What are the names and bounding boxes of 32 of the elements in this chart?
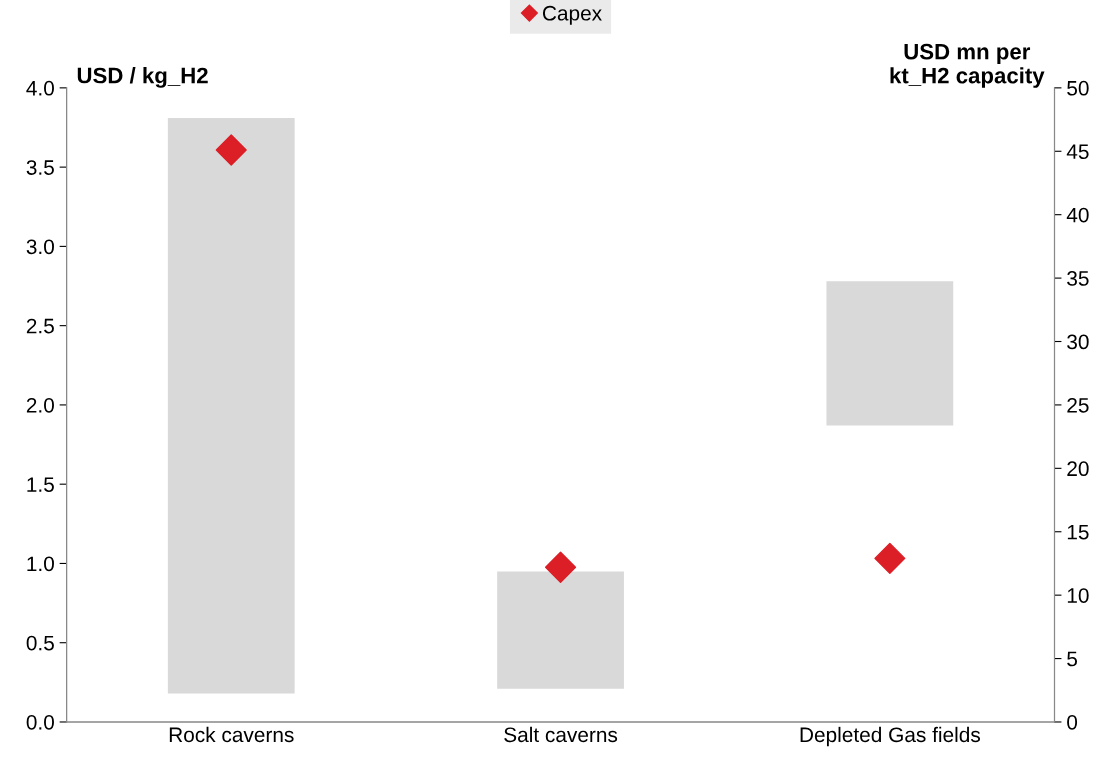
y2-tick-label: 25	[1067, 397, 1089, 413]
y2-tick-label: 40	[1066, 207, 1089, 223]
bar	[497, 571, 624, 689]
y-tick-label: 2.0	[26, 397, 54, 413]
y-tick-label: 1.5	[27, 477, 54, 492]
y2-tick-label: 45	[1066, 144, 1089, 160]
y2-tick-label: 10	[1067, 588, 1089, 603]
x-tick-label: Rock caverns	[169, 726, 294, 743]
y-tick-label: 3.5	[26, 160, 54, 175]
point	[874, 542, 906, 574]
y-tick-label: 0.0	[26, 714, 54, 730]
y-tick-label: 0.5	[26, 635, 54, 651]
y-tick-label: 2.5	[26, 318, 54, 334]
legend-label: Capex	[542, 5, 602, 25]
point	[215, 134, 247, 166]
y2-tick-label: 0	[1067, 714, 1078, 730]
y-tick-label: 3.0	[26, 239, 54, 255]
y2-axis-title: USD mn per kt_H2 capacity	[890, 43, 1045, 88]
y2-tick-label: 50	[1067, 80, 1089, 96]
y2-tick-label: 15	[1067, 524, 1089, 540]
y-tick-label: 4.0	[26, 80, 54, 96]
bar	[826, 281, 954, 426]
bar	[167, 117, 295, 694]
y2-tick-label: 35	[1067, 271, 1089, 286]
x-tick-label: Salt caverns	[504, 726, 618, 743]
y-axis-title: USD / kg_H2	[77, 67, 208, 88]
y2-tick-label: 5	[1067, 651, 1078, 667]
y2-tick-label: 30	[1067, 334, 1089, 350]
y-tick-label: 1.0	[27, 556, 54, 572]
point	[544, 551, 577, 583]
x-tick-label: Depleted Gas fields	[800, 726, 981, 747]
y2-tick-label: 20	[1067, 461, 1089, 477]
